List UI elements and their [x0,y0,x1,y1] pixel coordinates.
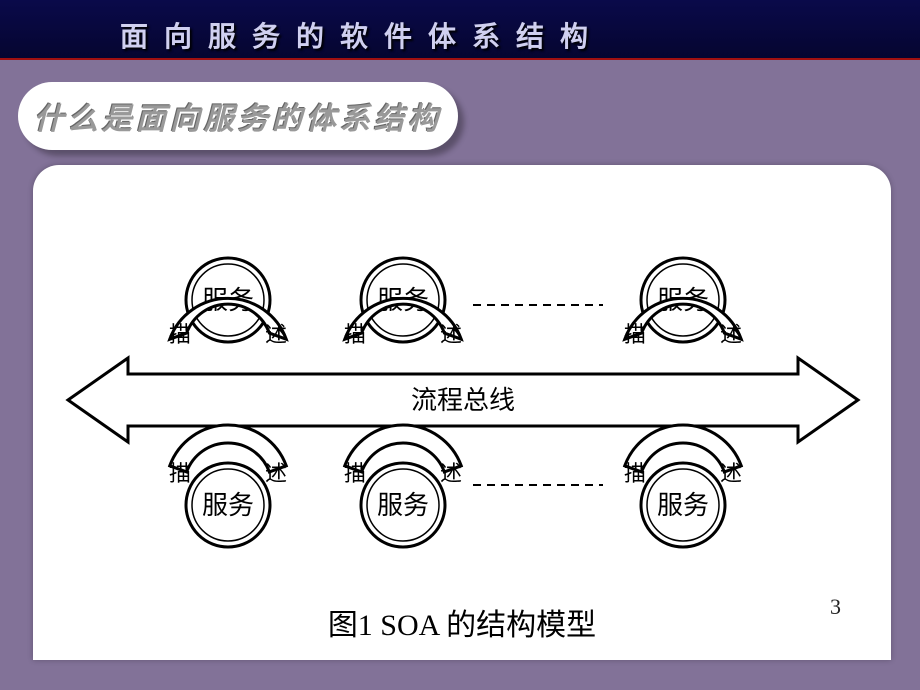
main-panel: 流程总线服务描述服务描述服务描述服务描述服务描述服务描述图1 SOA 的结构模型… [33,165,891,660]
svg-text:描: 描 [344,322,366,347]
svg-text:描: 描 [624,461,646,486]
svg-text:服务: 服务 [657,491,709,520]
soa-diagram: 流程总线服务描述服务描述服务描述服务描述服务描述服务描述图1 SOA 的结构模型 [43,200,881,660]
svg-text:述: 述 [440,322,462,347]
svg-text:述: 述 [720,322,742,347]
svg-text:描: 描 [169,461,191,486]
svg-text:服务: 服务 [377,491,429,520]
page-number: 3 [830,594,841,620]
svg-text:图1 SOA 的结构模型: 图1 SOA 的结构模型 [328,609,596,642]
svg-text:述: 述 [265,322,287,347]
subtitle-text: 什么是面向服务的体系结构 [34,94,442,138]
header-band: 面向服务的软件体系结构 [0,0,920,60]
svg-text:描: 描 [344,461,366,486]
svg-text:流程总线: 流程总线 [411,386,515,415]
svg-text:述: 述 [440,461,462,486]
svg-text:述: 述 [265,461,287,486]
svg-text:服务: 服务 [202,491,254,520]
subtitle-box: 什么是面向服务的体系结构 [18,82,458,150]
svg-text:描: 描 [624,322,646,347]
svg-text:描: 描 [169,322,191,347]
header-title: 面向服务的软件体系结构 [120,15,604,55]
svg-text:述: 述 [720,461,742,486]
